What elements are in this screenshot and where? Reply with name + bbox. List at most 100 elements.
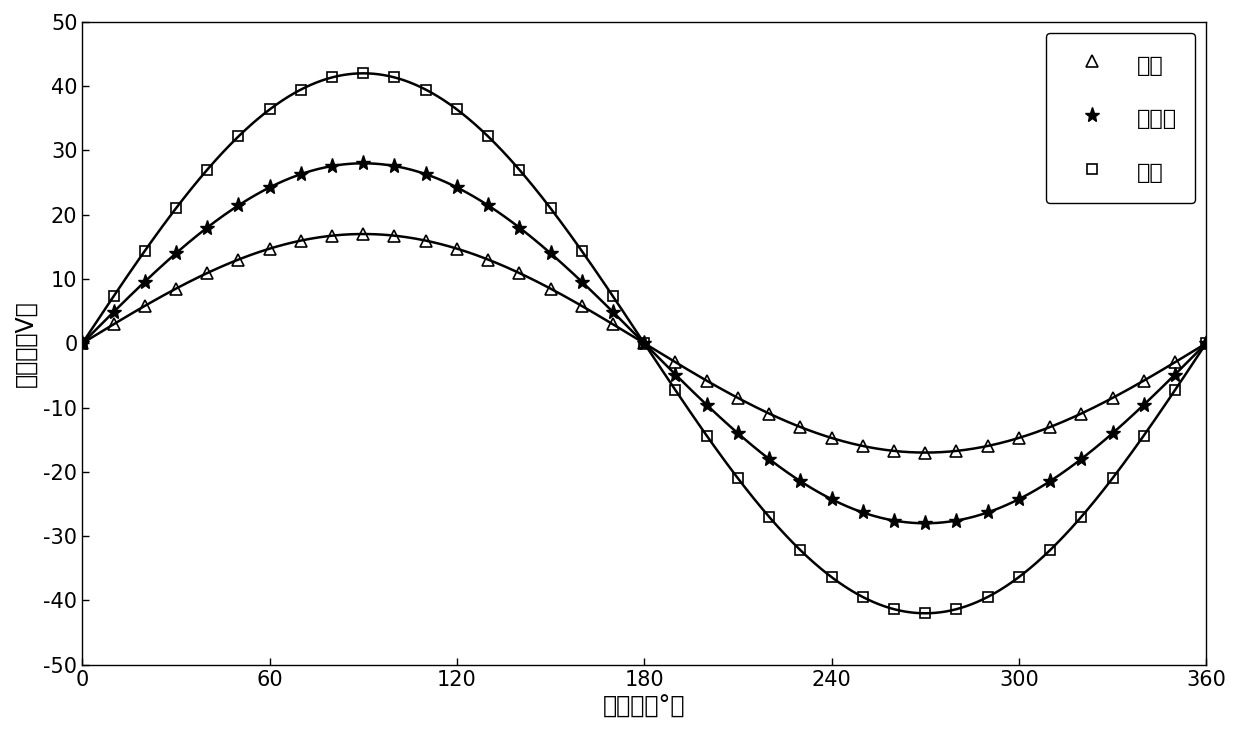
去磁: [387, 232, 402, 240]
增磁: [543, 204, 558, 213]
增磁: [200, 166, 215, 174]
去磁: [887, 446, 901, 455]
增磁: [169, 204, 184, 213]
增磁: [980, 592, 994, 601]
去磁: [169, 284, 184, 293]
去磁: [668, 358, 683, 366]
去磁: [1199, 339, 1214, 347]
去磁: [325, 232, 340, 240]
纯永磁: [325, 162, 340, 171]
去磁: [1105, 394, 1120, 402]
纯永磁: [387, 162, 402, 171]
纯永磁: [449, 183, 464, 192]
纯永磁: [543, 249, 558, 258]
增磁: [107, 292, 122, 301]
增磁: [74, 339, 89, 347]
Y-axis label: 反电势（V）: 反电势（V）: [14, 300, 38, 387]
纯永磁: [169, 249, 184, 258]
纯永磁: [1012, 495, 1027, 504]
纯永磁: [1043, 476, 1058, 485]
去磁: [1012, 433, 1027, 442]
增磁: [699, 431, 714, 440]
增磁: [449, 105, 464, 114]
去磁: [231, 255, 246, 264]
纯永磁: [761, 454, 776, 463]
去磁: [980, 441, 994, 450]
纯永磁: [918, 519, 932, 528]
去磁: [949, 446, 963, 455]
纯永磁: [887, 516, 901, 525]
增磁: [668, 386, 683, 394]
去磁: [574, 301, 589, 310]
纯永磁: [74, 339, 89, 347]
纯永磁: [107, 308, 122, 317]
去磁: [918, 448, 932, 457]
纯永磁: [138, 277, 153, 286]
增磁: [856, 592, 870, 601]
去磁: [543, 284, 558, 293]
纯永磁: [262, 183, 277, 192]
纯永磁: [512, 224, 527, 232]
纯永磁: [1168, 370, 1183, 379]
去磁: [262, 244, 277, 253]
纯永磁: [574, 277, 589, 286]
去磁: [1043, 423, 1058, 432]
增磁: [231, 132, 246, 141]
去磁: [761, 409, 776, 418]
纯永磁: [481, 201, 496, 210]
去磁: [512, 269, 527, 278]
去磁: [792, 423, 807, 432]
增磁: [512, 166, 527, 174]
增磁: [1105, 474, 1120, 482]
增磁: [761, 512, 776, 521]
纯永磁: [1136, 400, 1151, 409]
去磁: [418, 236, 433, 245]
增磁: [1012, 572, 1027, 581]
增磁: [949, 605, 963, 614]
去磁: [637, 339, 652, 347]
纯永磁: [699, 400, 714, 409]
Line: 纯永磁: 纯永磁: [74, 155, 1214, 531]
纯永磁: [637, 339, 652, 347]
增磁: [574, 246, 589, 255]
纯永磁: [356, 159, 371, 168]
纯永磁: [825, 495, 839, 504]
Line: 去磁: 去磁: [77, 229, 1211, 458]
去磁: [1136, 376, 1151, 385]
增磁: [481, 132, 496, 141]
增磁: [1199, 339, 1214, 347]
纯永磁: [668, 370, 683, 379]
增磁: [325, 73, 340, 82]
纯永磁: [418, 170, 433, 179]
纯永磁: [980, 508, 994, 517]
增磁: [887, 605, 901, 614]
增磁: [387, 73, 402, 82]
增磁: [1074, 512, 1089, 521]
增磁: [730, 474, 745, 482]
纯永磁: [294, 170, 309, 179]
纯永磁: [792, 476, 807, 485]
Line: 增磁: 增磁: [77, 68, 1211, 618]
去磁: [605, 320, 620, 328]
Legend: 去磁, 纯永磁, 增磁: 去磁, 纯永磁, 增磁: [1047, 33, 1195, 203]
去磁: [481, 255, 496, 264]
纯永磁: [605, 308, 620, 317]
增磁: [1136, 431, 1151, 440]
去磁: [699, 376, 714, 385]
纯永磁: [231, 201, 246, 210]
纯永磁: [200, 224, 215, 232]
去磁: [294, 236, 309, 245]
去磁: [356, 229, 371, 238]
纯永磁: [1105, 429, 1120, 438]
增磁: [637, 339, 652, 347]
纯永磁: [730, 429, 745, 438]
去磁: [1074, 409, 1089, 418]
去磁: [856, 441, 870, 450]
纯永磁: [1074, 454, 1089, 463]
X-axis label: 电角度（°）: 电角度（°）: [603, 695, 686, 719]
增磁: [138, 246, 153, 255]
增磁: [356, 69, 371, 78]
去磁: [138, 301, 153, 310]
增磁: [918, 609, 932, 618]
纯永磁: [1199, 339, 1214, 347]
